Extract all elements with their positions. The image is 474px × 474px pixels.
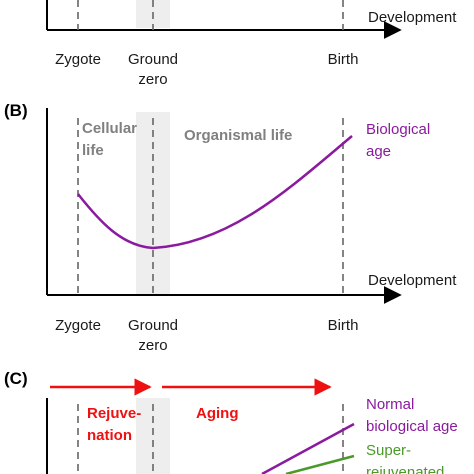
panel-c-super-label-1: Super-: [366, 442, 411, 459]
panel-c-aging-label: Aging: [196, 405, 239, 422]
panel-b-curve-label-1: Biological: [366, 121, 430, 138]
panel-c-super-label-2: rejuvenated: [366, 464, 444, 474]
panel-c: (C) Rejuve- nation Aging Normal biologic…: [4, 369, 458, 474]
panel-c-normal-label-1: Normal: [366, 396, 414, 413]
panel-a-marker-birth: Birth: [328, 51, 359, 68]
panel-b-region-life: life: [82, 142, 104, 159]
panel-b-region-organismal: Organismal life: [184, 127, 292, 144]
panel-c-label: (C): [4, 369, 28, 388]
panel-c-super-rejuvenated-line: [285, 454, 355, 474]
panel-a-marker-zygote: Zygote: [55, 51, 101, 68]
panel-b-label: (B): [4, 101, 28, 120]
panel-c-normal-line: [261, 422, 355, 474]
panel-a-marker-zero: zero: [138, 71, 167, 88]
panel-b: (B) Cellular life Organismal life Biolog…: [4, 101, 457, 354]
panel-a: Development Zygote Ground zero Birth: [46, 0, 457, 88]
panel-c-rejuvenation-label-2: nation: [87, 427, 132, 444]
panel-b-curve-label-2: age: [366, 143, 391, 160]
panel-b-x-axis-label: Development: [368, 272, 457, 289]
panel-b-marker-zygote: Zygote: [55, 317, 101, 334]
panel-a-x-axis-label: Development: [368, 9, 457, 26]
panel-b-marker-ground: Ground: [128, 317, 178, 334]
panel-b-biological-age-curve: [77, 135, 353, 250]
panel-a-marker-ground: Ground: [128, 51, 178, 68]
panel-c-rejuvenation-label-1: Rejuve-: [87, 405, 141, 422]
panel-b-marker-zero: zero: [138, 337, 167, 354]
panel-b-marker-birth: Birth: [328, 317, 359, 334]
panel-c-normal-label-2: biological age: [366, 418, 458, 435]
panel-b-region-cellular: Cellular: [82, 120, 137, 137]
